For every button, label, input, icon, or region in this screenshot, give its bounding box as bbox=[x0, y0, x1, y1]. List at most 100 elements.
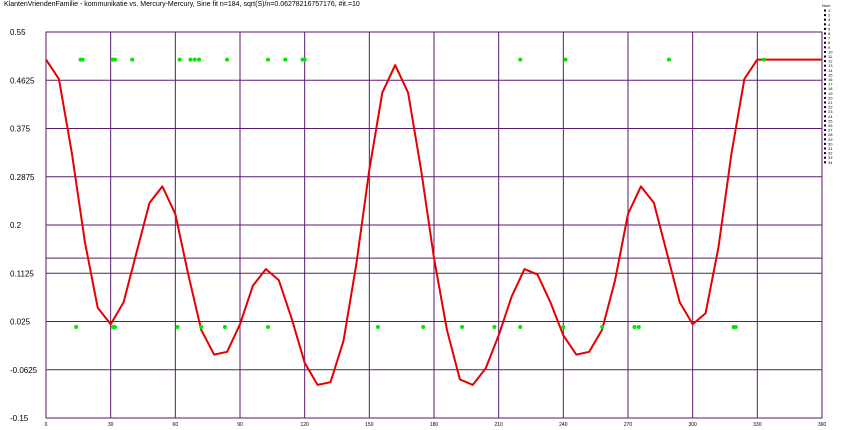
data-point-high bbox=[197, 57, 202, 62]
y-tick-label: 0.4625 bbox=[10, 76, 35, 85]
y-tick-label: -0.0625 bbox=[10, 366, 38, 375]
legend-swatch bbox=[824, 142, 826, 145]
legend-swatch bbox=[824, 147, 826, 150]
legend-swatch bbox=[824, 161, 826, 164]
data-point-high bbox=[80, 57, 85, 62]
data-point-high bbox=[666, 57, 671, 62]
legend-entry: 9 bbox=[828, 45, 831, 50]
data-point-high bbox=[563, 57, 568, 62]
data-point-high bbox=[130, 57, 135, 62]
legend-swatch bbox=[824, 50, 826, 53]
data-point-low bbox=[632, 325, 637, 330]
legend-entry: 12 bbox=[828, 59, 833, 64]
data-point-low bbox=[266, 325, 271, 330]
x-tick-label: 300 bbox=[688, 422, 697, 428]
legend-entry: 4 bbox=[828, 22, 831, 27]
fit-line bbox=[45, 58, 822, 386]
x-tick-label: 330 bbox=[753, 422, 762, 428]
data-point-high bbox=[225, 57, 230, 62]
legend-swatch bbox=[824, 32, 826, 35]
legend-swatch bbox=[824, 14, 826, 17]
legend-entry: 6 bbox=[828, 31, 831, 36]
y-tick-label: 0.2875 bbox=[10, 173, 35, 182]
legend-entry: 20 bbox=[828, 95, 833, 100]
x-tick-label: 240 bbox=[559, 422, 568, 428]
legend-entry: 5 bbox=[828, 26, 831, 31]
y-tick-label: 0.1125 bbox=[10, 269, 34, 278]
data-points bbox=[74, 57, 766, 330]
data-point-high bbox=[283, 57, 288, 62]
legend-entry: 24 bbox=[828, 114, 833, 119]
data-point-low bbox=[175, 325, 180, 330]
data-point-low bbox=[600, 325, 605, 330]
legend-swatch bbox=[824, 101, 826, 104]
legend-swatch bbox=[824, 96, 826, 99]
legend-swatch bbox=[824, 124, 826, 127]
legend: 1234567891011121314151617181920212223242… bbox=[824, 8, 833, 165]
y-tick-label: 0.2 bbox=[10, 221, 22, 230]
legend-swatch bbox=[824, 23, 826, 26]
horizontal-grid bbox=[46, 31, 822, 419]
data-point-low bbox=[74, 325, 79, 330]
legend-swatch bbox=[824, 115, 826, 118]
legend-entry: 27 bbox=[828, 128, 833, 133]
legend-swatch bbox=[824, 78, 826, 81]
y-tick-label: -0.15 bbox=[10, 414, 29, 423]
legend-swatch bbox=[824, 73, 826, 76]
legend-swatch bbox=[824, 106, 826, 109]
x-tick-label: 360 bbox=[818, 422, 827, 428]
legend-entry: 16 bbox=[828, 77, 833, 82]
legend-swatch bbox=[824, 83, 826, 86]
data-point-low bbox=[421, 325, 426, 330]
legend-entry: 31 bbox=[828, 146, 833, 151]
legend-swatch bbox=[824, 64, 826, 67]
legend-entry: 18 bbox=[828, 86, 833, 91]
y-tick-label: 0.55 bbox=[10, 28, 26, 37]
legend-swatch bbox=[824, 27, 826, 30]
legend-entry: 26 bbox=[828, 123, 833, 128]
x-tick-label: 60 bbox=[173, 422, 179, 428]
data-point-high bbox=[266, 57, 271, 62]
data-point-low bbox=[199, 325, 204, 330]
y-tick-label: 0.025 bbox=[10, 318, 31, 327]
legend-entry: 17 bbox=[828, 82, 833, 87]
data-point-low bbox=[636, 325, 641, 330]
legend-swatch bbox=[824, 41, 826, 44]
legend-entry: 11 bbox=[828, 54, 833, 59]
legend-entry: 13 bbox=[828, 63, 833, 68]
legend-swatch bbox=[824, 152, 826, 155]
data-point-high bbox=[302, 57, 307, 62]
y-tick-label: 0.375 bbox=[10, 125, 31, 134]
legend-entry: 7 bbox=[828, 36, 831, 41]
legend-entry: 19 bbox=[828, 91, 833, 96]
x-tick-labels: 0 30 60 90 120 150 180 210 240 270 300 330 360 bbox=[45, 422, 827, 428]
data-point-high bbox=[192, 57, 197, 62]
legend-swatch bbox=[824, 9, 826, 12]
data-point-low bbox=[518, 325, 523, 330]
legend-entry: 34 bbox=[828, 160, 833, 165]
legend-entry: 8 bbox=[828, 40, 831, 45]
chart-title: KlantenVriendenFamilie - kommunikatie vs… bbox=[4, 1, 360, 8]
x-tick-label: 270 bbox=[624, 422, 633, 428]
data-point-high bbox=[112, 57, 117, 62]
legend-entry: 30 bbox=[828, 141, 833, 146]
legend-entry: 15 bbox=[828, 72, 833, 77]
legend-swatch bbox=[824, 133, 826, 136]
legend-swatch bbox=[824, 55, 826, 58]
legend-entry: 28 bbox=[828, 132, 833, 137]
legend-swatch bbox=[824, 87, 826, 90]
legend-swatch bbox=[824, 46, 826, 49]
legend-swatch bbox=[824, 37, 826, 40]
x-tick-label: 30 bbox=[108, 422, 114, 428]
legend-swatch bbox=[824, 60, 826, 63]
legend-swatch bbox=[824, 156, 826, 159]
x-tick-label: 150 bbox=[365, 422, 374, 428]
data-point-low bbox=[375, 325, 380, 330]
legend-swatch bbox=[824, 129, 826, 132]
legend-entry: 21 bbox=[828, 100, 833, 105]
legend-entry: 10 bbox=[828, 49, 833, 54]
x-tick-label: 90 bbox=[237, 422, 243, 428]
y-tick-labels: 0.55 0.4625 0.375 0.2875 0.2 0.1125 0.025 -0.06… bbox=[10, 28, 38, 423]
data-point-high bbox=[761, 57, 766, 62]
